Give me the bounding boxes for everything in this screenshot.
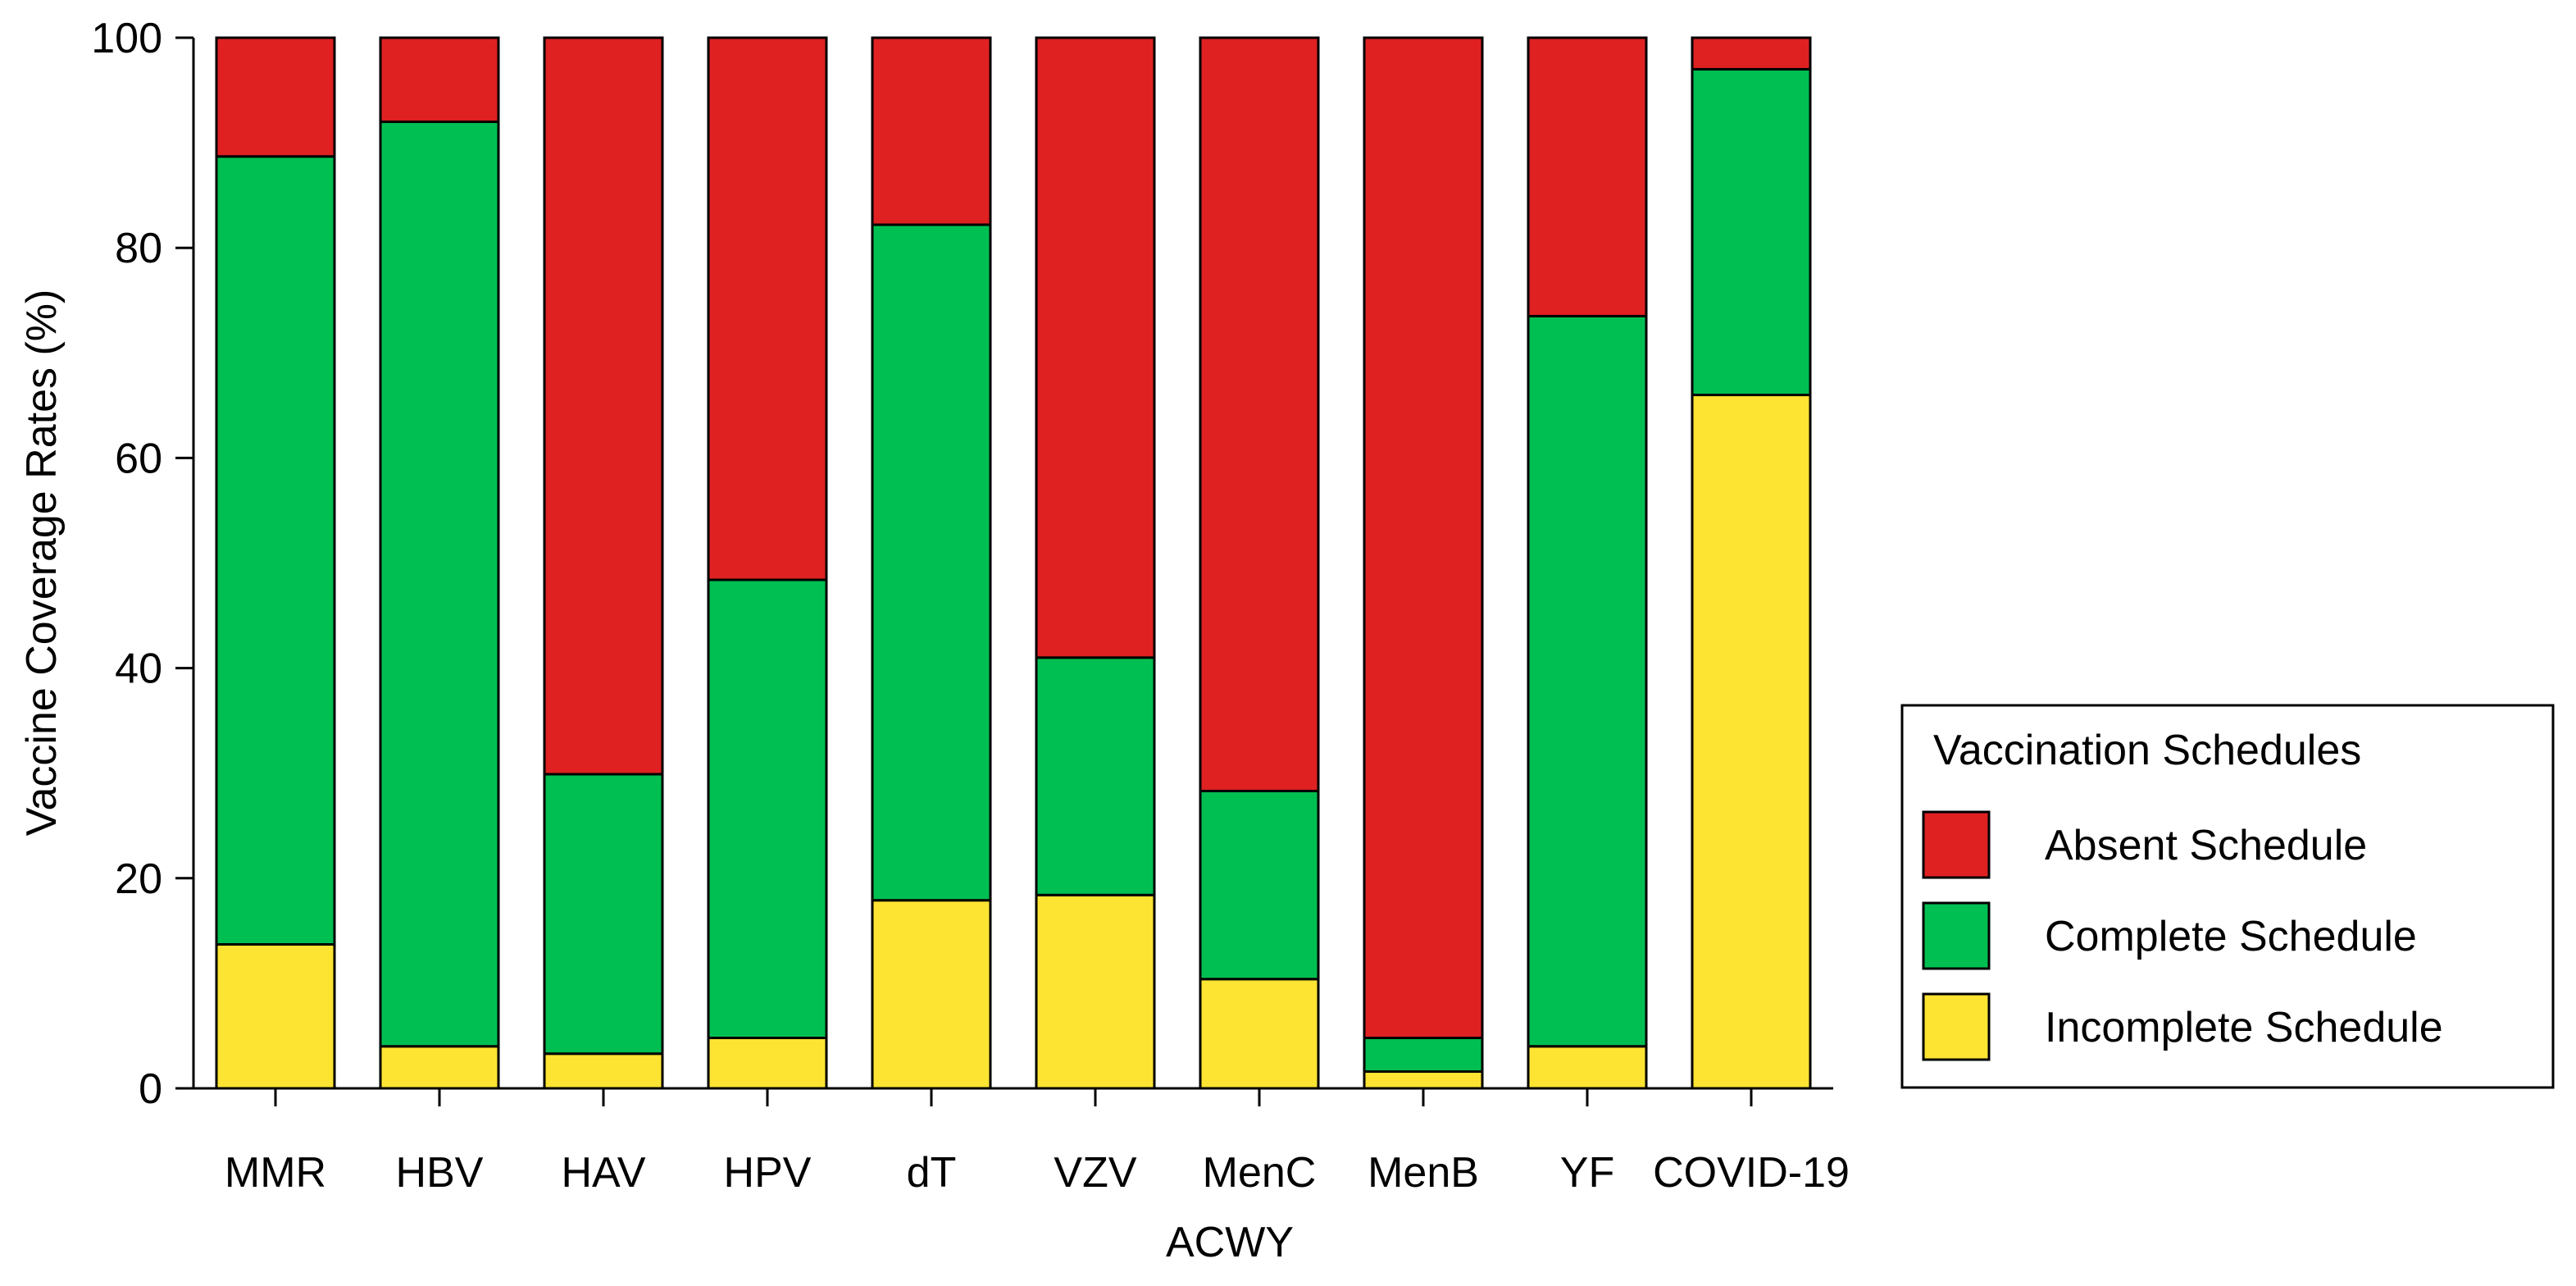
x-tick-label: MenB [1368,1149,1479,1197]
bars-layer [215,36,1812,1090]
legend-entries: Absent Schedule Complete Schedule Incomple… [1922,810,2443,1061]
y-tick-label: 60 [115,435,162,482]
bar-menc-incomplete-schedule [1199,978,1320,1090]
bar-menc-absent-schedule [1199,36,1320,792]
legend: Vaccination Schedules Absent Schedule Com… [1900,704,2555,1089]
y-tick-label: 20 [115,855,162,903]
bar-vzv-complete-schedule [1035,656,1156,896]
y-tick-label: 0 [139,1065,162,1113]
legend-label-incomplete-schedule: Incomplete Schedule [2045,1004,2443,1051]
bar-vzv-incomplete-schedule [1035,893,1156,1090]
bar-hbv-incomplete-schedule [379,1045,500,1090]
bar-covid-19-incomplete-schedule [1691,394,1812,1090]
y-tick-label: 40 [115,645,162,693]
legend-swatch-incomplete-schedule [1922,992,1991,1061]
bar-hbv-complete-schedule [379,120,500,1048]
bar-hpv-incomplete-schedule [707,1037,828,1090]
legend-label-complete-schedule: Complete Schedule [2045,913,2417,960]
legend-title: Vaccination Schedules [1933,727,2361,774]
bar-dt-complete-schedule [871,223,992,902]
y-tick-label: 100 [91,15,162,62]
x-tick-label: MenC [1203,1149,1317,1197]
bar-vzv-absent-schedule [1035,36,1156,659]
bar-covid-19-complete-schedule [1691,67,1812,397]
bar-hav-complete-schedule [543,773,664,1056]
bar-hav-absent-schedule [543,36,664,776]
bar-menb-absent-schedule [1363,36,1484,1040]
bar-hbv-absent-schedule [379,36,500,123]
x-tick-label: dT [907,1149,957,1197]
legend-label-absent-schedule: Absent Schedule [2045,822,2367,869]
legend-swatch-complete-schedule [1922,901,1991,970]
y-axis-title: Vaccine Coverage Rates (%) [18,290,66,837]
bar-mmr-incomplete-schedule [215,943,336,1090]
bar-dt-absent-schedule [871,36,992,226]
legend-swatch-absent-schedule [1922,810,1991,879]
bar-hpv-absent-schedule [707,36,828,581]
x-ticks: MMR HBV HAV HPV dT VZV MenC MenB YF COVID-19 [225,1088,1850,1197]
bar-yf-complete-schedule [1527,314,1648,1048]
x-tick-label: HAV [561,1149,645,1197]
bar-menb-incomplete-schedule [1363,1070,1484,1090]
x-tick-label: HBV [396,1149,484,1197]
bar-yf-incomplete-schedule [1527,1045,1648,1090]
bar-dt-incomplete-schedule [871,899,992,1090]
bar-hpv-complete-schedule [707,578,828,1040]
bar-mmr-complete-schedule [215,155,336,946]
bar-menb-complete-schedule [1363,1037,1484,1074]
bar-menc-complete-schedule [1199,789,1320,981]
axes-layer [192,38,1833,1090]
legend-box [1900,704,2555,1089]
y-ticks: 0 20 40 60 80 100 [91,15,193,1113]
x-tick-label: YF [1560,1149,1614,1197]
y-tick-label: 80 [115,225,162,272]
bar-mmr-absent-schedule [215,36,336,158]
x-axis-title: ACWY [1166,1219,1294,1266]
x-tick-label: COVID-19 [1653,1149,1850,1197]
bar-covid-19-absent-schedule [1691,36,1812,71]
bar-hav-incomplete-schedule [543,1052,664,1090]
x-tick-label: MMR [225,1149,326,1197]
x-tick-label: HPV [724,1149,812,1197]
bar-yf-absent-schedule [1527,36,1648,317]
x-tick-label: VZV [1054,1149,1136,1197]
